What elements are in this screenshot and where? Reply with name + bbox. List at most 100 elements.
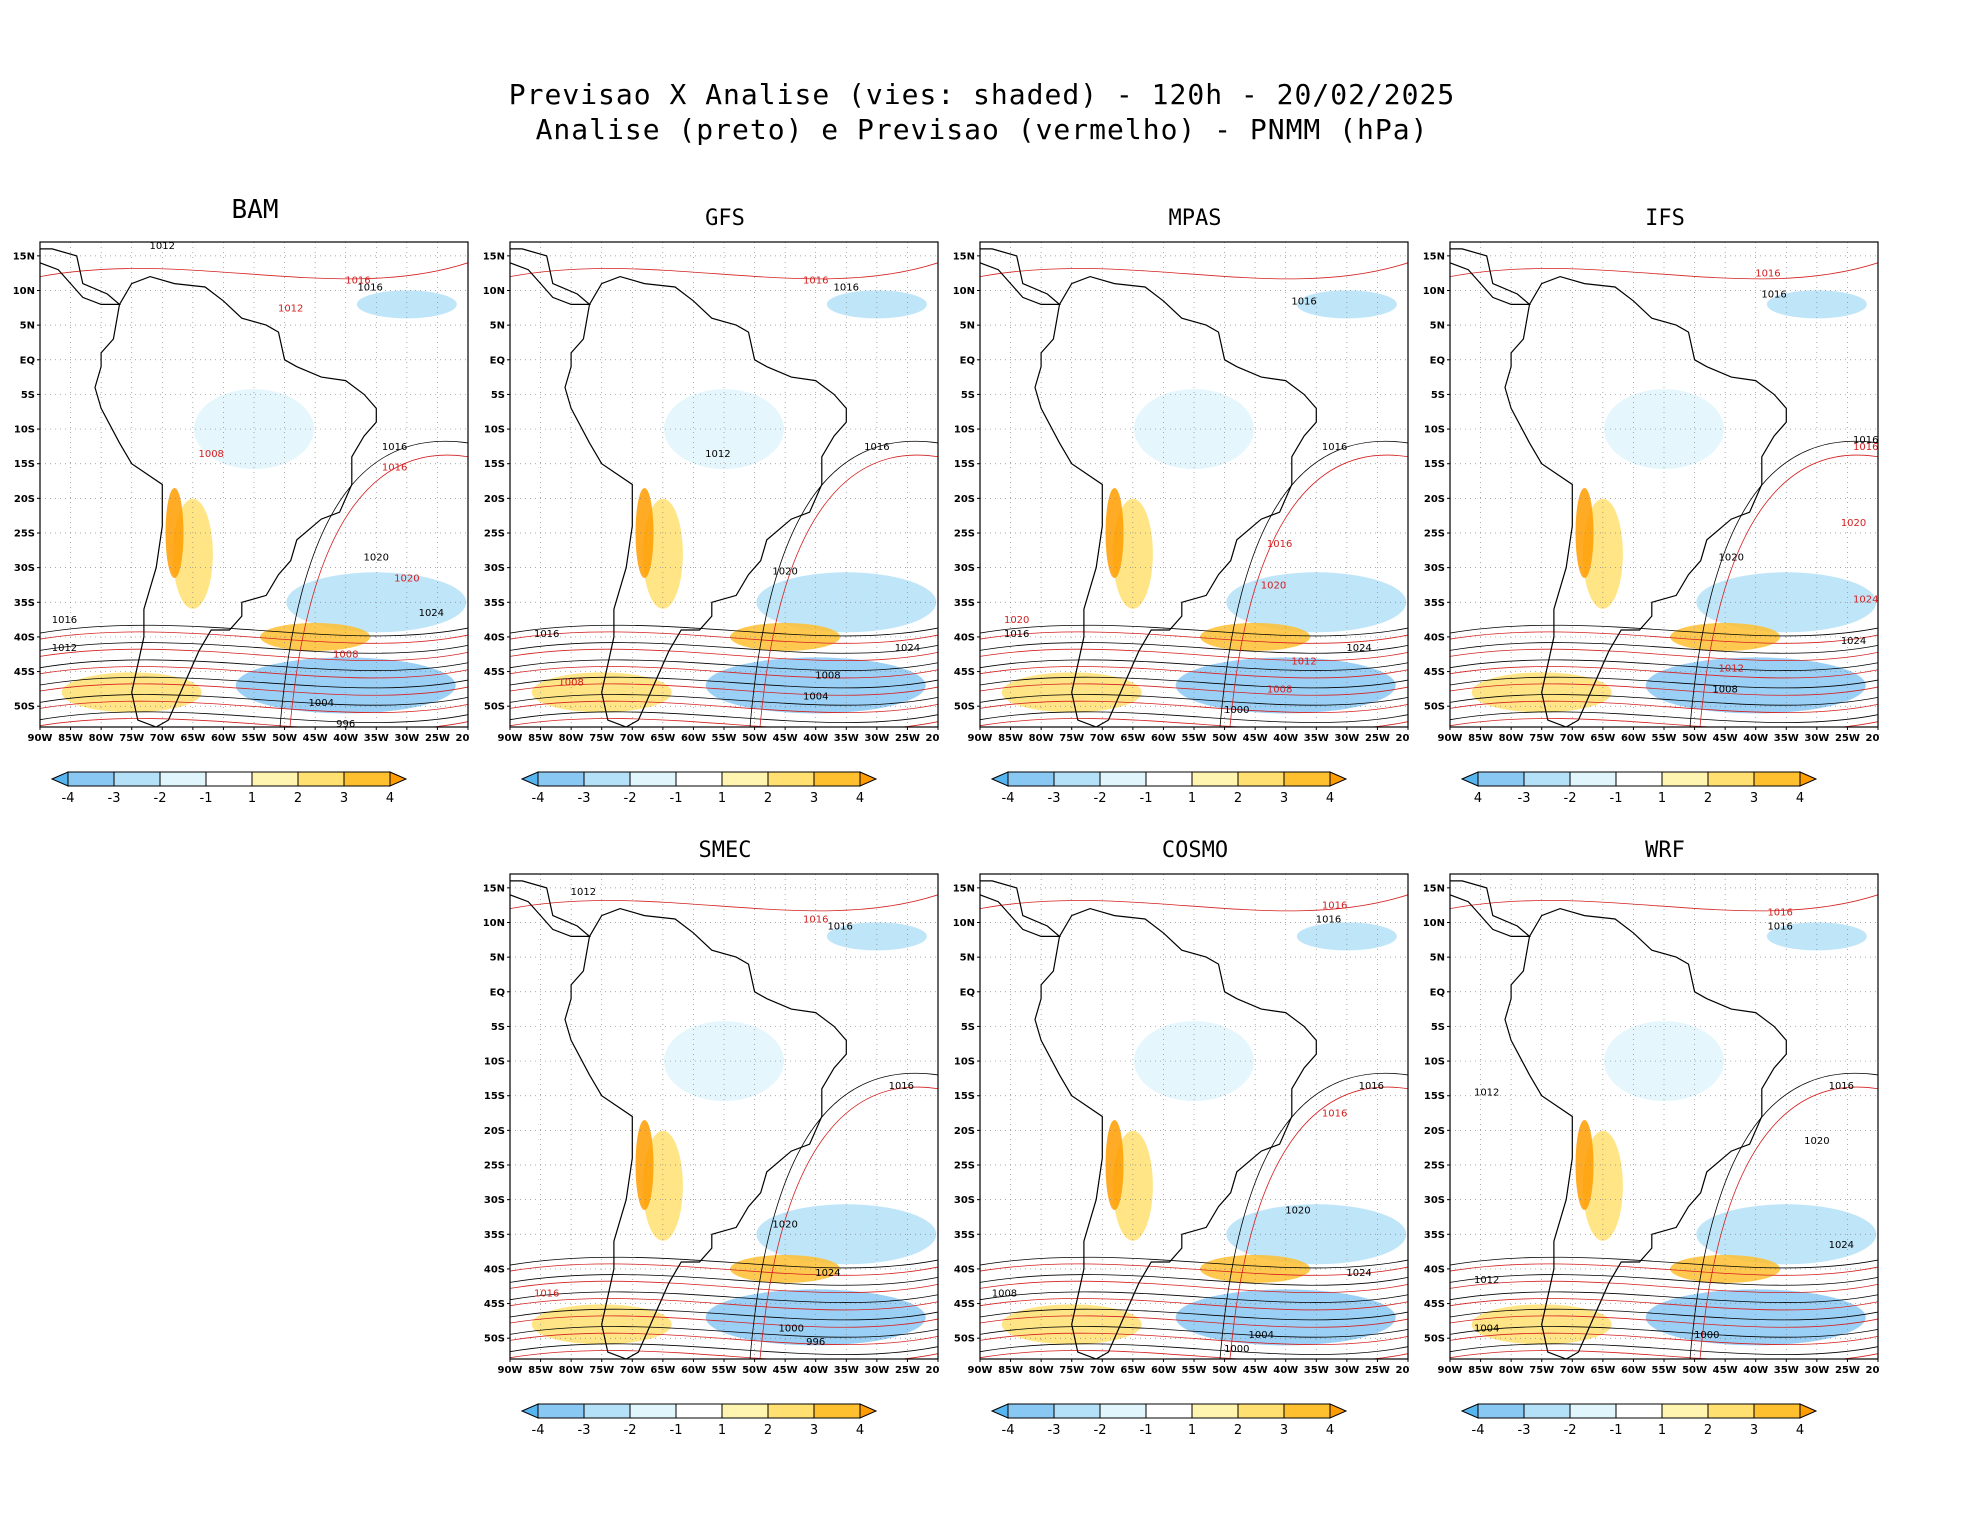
- isobar-label: 1016: [357, 283, 382, 294]
- x-tick-label: 30W: [1334, 733, 1359, 744]
- isobar-label: 1020: [1285, 1206, 1310, 1217]
- colorbar-label: -2: [624, 1423, 637, 1438]
- y-tick-label: 45S: [484, 667, 505, 678]
- x-tick-label: 65W: [1120, 1365, 1145, 1376]
- x-tick-label: 70W: [1090, 1365, 1115, 1376]
- isobar-label: 1008: [333, 650, 358, 661]
- colorbar-label: -3: [578, 1423, 591, 1438]
- map-svg: 1012101610161016101210081016101610201020…: [13, 241, 470, 806]
- colorbar-label: 1: [1658, 1423, 1666, 1438]
- isobar-label: 1020: [772, 567, 797, 578]
- isobar-label: 1016: [834, 283, 859, 294]
- colorbar-segment: [1145, 1403, 1193, 1419]
- panel-ifs: IFS 1016 1016 1016 1016 1020 1020 1024 1024 1012 1…: [1410, 190, 1880, 890]
- colorbar-label: -1: [670, 1423, 683, 1438]
- x-tick-label: 50W: [1212, 1365, 1237, 1376]
- isobar-label: 1020: [364, 553, 389, 564]
- x-tick-label: 45W: [773, 733, 798, 744]
- x-tick-label: 40W: [1273, 733, 1298, 744]
- x-tick-label: 50W: [1682, 1365, 1707, 1376]
- isobar-label: 1012: [278, 303, 303, 314]
- isobar-label: 1012: [571, 887, 596, 898]
- colorbar-label: -3: [1048, 1423, 1061, 1438]
- isobar-label: 1012: [1719, 664, 1744, 675]
- bias-shading-area: [165, 488, 184, 578]
- x-tick-label: 45W: [1243, 1365, 1268, 1376]
- isobar-label: 1016: [1761, 289, 1786, 300]
- x-tick-label: 30W: [864, 1365, 889, 1376]
- colorbar-segment: [629, 1403, 677, 1419]
- y-tick-label: 50S: [14, 702, 35, 713]
- y-tick-label: 45S: [484, 1299, 505, 1310]
- y-tick-label: 50S: [954, 1334, 975, 1345]
- y-tick-label: 5S: [1431, 390, 1445, 401]
- y-tick-label: 5S: [21, 390, 35, 401]
- y-tick-label: 15S: [954, 1091, 975, 1102]
- x-tick-label: 30W: [394, 733, 419, 744]
- colorbar: 4 -3 -2 -1 1 2 3 4: [1460, 771, 1818, 806]
- y-tick-label: 40S: [954, 632, 975, 643]
- colorbar-segment: [583, 1403, 631, 1419]
- colorbar-label: -2: [1094, 1423, 1107, 1438]
- isobar-label: 1016: [1767, 921, 1792, 932]
- isobar-label: 1016: [1267, 539, 1292, 550]
- isobar-label: 1012: [150, 241, 175, 252]
- y-tick-label: 50S: [484, 702, 505, 713]
- x-tick-label: 90W: [498, 733, 523, 744]
- colorbar-label: -2: [1564, 1423, 1577, 1438]
- colorbar-label: 2: [764, 1423, 772, 1438]
- y-tick-label: 15S: [484, 1091, 505, 1102]
- colorbar-label: 3: [340, 791, 348, 806]
- bias-shading-area: [1134, 389, 1254, 470]
- y-tick-label: 10S: [14, 425, 35, 436]
- y-tick-label: 40S: [954, 1264, 975, 1275]
- colorbar-segment: [159, 771, 207, 787]
- colorbar-label: 3: [1280, 791, 1288, 806]
- colorbar-label: 1: [718, 1423, 726, 1438]
- colorbar-label: 2: [1704, 791, 1712, 806]
- colorbar-segment: [1753, 771, 1801, 787]
- y-tick-label: 30S: [1424, 563, 1445, 574]
- colorbar-label: -2: [1564, 791, 1577, 806]
- isobar-label: 1016: [803, 915, 828, 926]
- panel-wrf: WRF 1016 1016 1016 1012 1016 1020 1024 1012 1004 1…: [1410, 822, 1880, 1522]
- colorbar-label: 4: [856, 1423, 864, 1438]
- colorbar-label: 3: [1280, 1423, 1288, 1438]
- colorbar-segment: [1477, 771, 1525, 787]
- isobar-label: 1000: [779, 1323, 804, 1334]
- colorbar-segment: [1615, 1403, 1663, 1419]
- panel-cosmo: COSMO 1016 1016 1016 1016 1020 1024 1008 1000 100…: [940, 822, 1410, 1522]
- y-tick-label: 20S: [14, 494, 35, 505]
- x-tick-label: 70W: [1560, 733, 1585, 744]
- x-tick-label: 55W: [1652, 733, 1677, 744]
- x-tick-label: 25W: [1365, 733, 1390, 744]
- y-tick-label: 35S: [484, 598, 505, 609]
- isobar-label: 1008: [198, 449, 223, 460]
- isobar-label: 1020: [1261, 580, 1286, 591]
- isobar-label: 1016: [803, 276, 828, 287]
- y-tick-label: 50S: [484, 1334, 505, 1345]
- bias-shading-area: [1575, 1120, 1594, 1210]
- colorbar-label: -4: [62, 791, 75, 806]
- bias-shading-area: [1296, 922, 1397, 951]
- colorbar-segment: [1283, 771, 1331, 787]
- isobar-label: 1004: [1249, 1330, 1274, 1341]
- colorbar-segment: [67, 771, 115, 787]
- isobar-label: 1016: [1322, 442, 1347, 453]
- coastline-south-america: [564, 275, 847, 727]
- x-tick-label: 45W: [1713, 733, 1738, 744]
- x-tick-label: 70W: [620, 1365, 645, 1376]
- y-tick-label: 50S: [1424, 1334, 1445, 1345]
- panel-smec: SMEC 1016 1012 1016 1016 1016 1020 1024 1016 1000…: [470, 822, 940, 1522]
- y-tick-label: 5N: [960, 321, 975, 332]
- x-tick-label: 20W: [926, 1365, 940, 1376]
- x-tick-label: 45W: [303, 733, 328, 744]
- colorbar-segment: [1477, 1403, 1525, 1419]
- y-tick-label: 45S: [954, 1299, 975, 1310]
- y-tick-label: 25S: [1424, 1161, 1445, 1172]
- colorbar-segment: [813, 1403, 861, 1419]
- isobar-label: 1016: [1004, 629, 1029, 640]
- panel-title: WRF: [1645, 838, 1685, 863]
- colorbar-label: -1: [1610, 791, 1623, 806]
- x-tick-label: 55W: [242, 733, 267, 744]
